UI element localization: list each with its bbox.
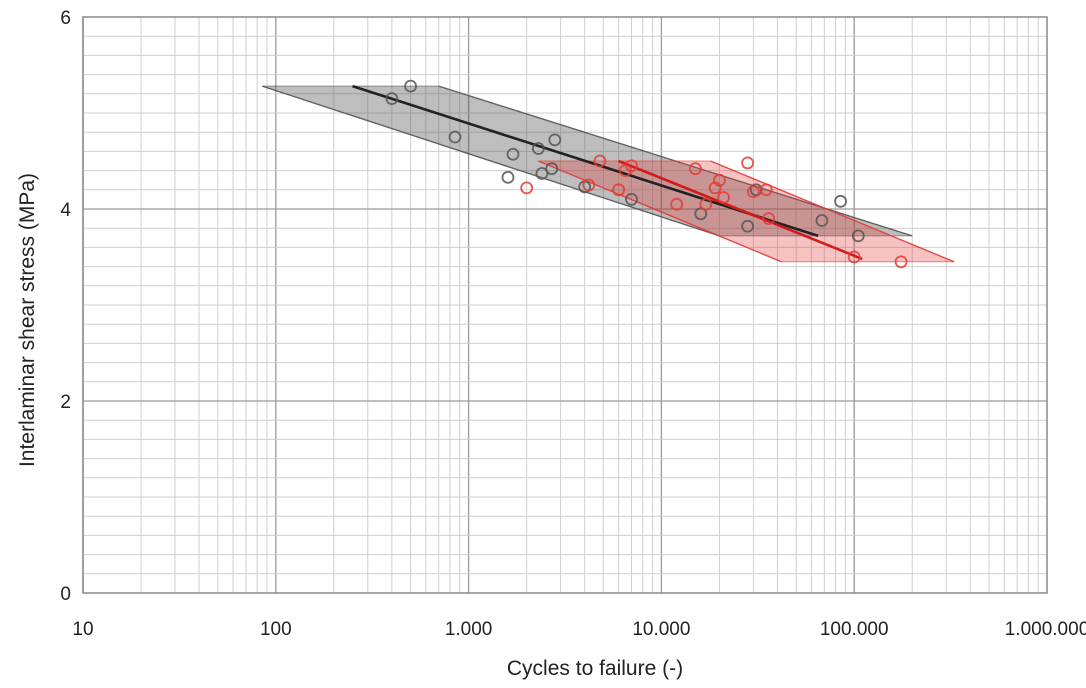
data-point [746, 185, 760, 199]
data-point [688, 162, 702, 176]
data-point [548, 133, 562, 147]
plot-frame [82, 16, 1048, 594]
data-point [545, 162, 559, 176]
data-points [385, 79, 908, 269]
x-tick-labels: 10 100 1.000 10.000 100.000 1.000.000 [72, 619, 1086, 640]
data-point [713, 173, 726, 187]
y-tick-labels: 0 2 4 6 [60, 8, 71, 605]
data-point [520, 181, 534, 195]
scatter-bands [261, 85, 955, 263]
band-upper-line [710, 160, 955, 263]
x-axis-title: Cycles to failure (-) [507, 657, 683, 680]
fit-line [618, 159, 863, 261]
data-point [815, 214, 829, 227]
grid [82, 17, 1047, 593]
data-point [694, 207, 708, 221]
data-point [582, 178, 596, 192]
data-point [625, 192, 638, 206]
y-tick-label: 6 [60, 8, 71, 29]
data-point [741, 219, 755, 233]
data-point [699, 197, 713, 211]
data-point [612, 183, 626, 197]
data-point [593, 154, 607, 168]
x-tick-label: 100 [260, 619, 292, 640]
data-point [851, 229, 865, 243]
data-point [404, 79, 417, 93]
y-tick-label: 2 [60, 392, 71, 413]
data-point [448, 130, 462, 144]
data-point [894, 255, 908, 269]
data-point [535, 167, 549, 180]
data-point [759, 183, 773, 197]
data-point [625, 159, 638, 173]
x-tick-label: 1.000.000 [1005, 619, 1086, 640]
data-point [385, 92, 399, 105]
x-tick-label: 1.000 [445, 619, 493, 640]
data-point [762, 212, 776, 226]
y-axis-title: Interlaminar shear stress (MPa) [16, 173, 39, 467]
data-point [531, 142, 545, 155]
data-point [506, 147, 520, 161]
band-lower-line [538, 160, 782, 263]
x-tick-label: 10.000 [632, 619, 690, 640]
y-tick-label: 0 [60, 584, 71, 605]
data-point [741, 156, 755, 170]
data-point [501, 170, 515, 184]
y-tick-label: 4 [60, 200, 71, 221]
fit-lines [352, 84, 863, 261]
data-point [847, 250, 861, 264]
data-point [834, 194, 847, 208]
data-point [670, 197, 684, 211]
x-tick-label: 100.000 [820, 619, 889, 640]
band-lower-line [261, 85, 720, 237]
x-tick-label: 10 [72, 619, 93, 640]
data-point [717, 191, 730, 204]
